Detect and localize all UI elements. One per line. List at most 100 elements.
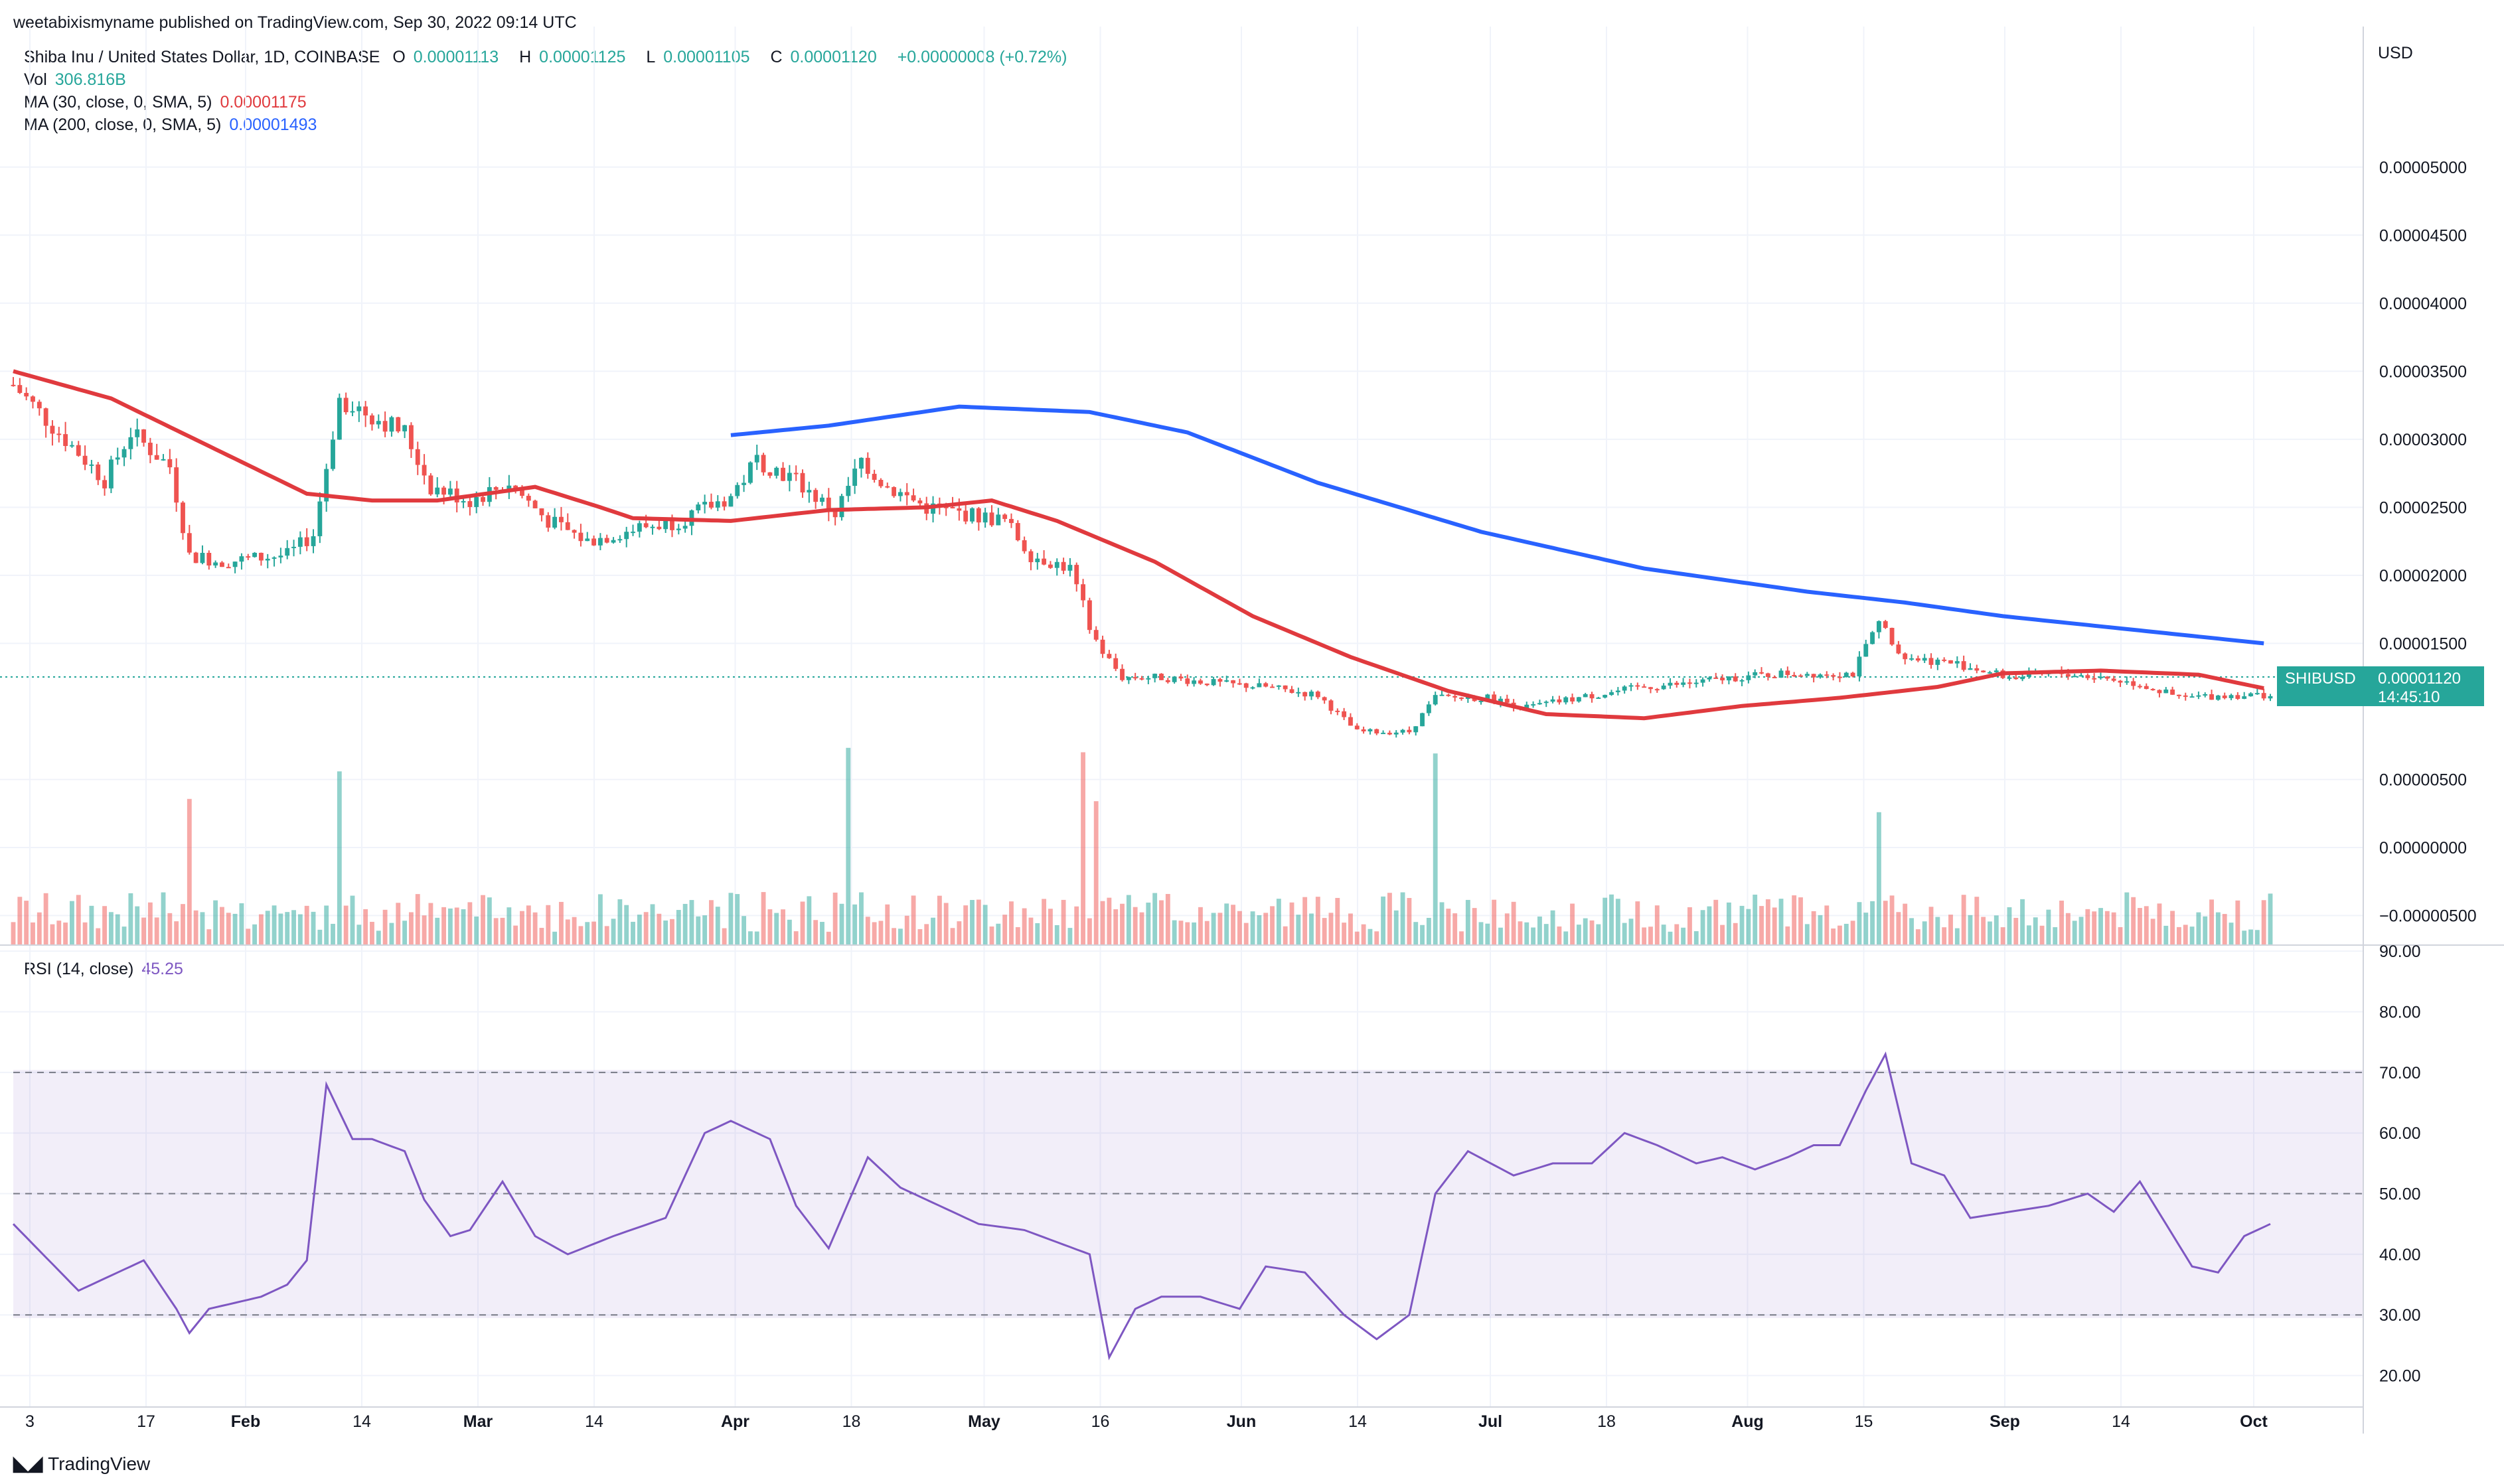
volume-bar <box>1048 909 1053 945</box>
candle-body <box>781 467 785 481</box>
candle-body <box>11 384 16 386</box>
candle-body <box>1165 680 1170 682</box>
candle-body <box>1681 682 1686 685</box>
candle-body <box>1067 565 1073 571</box>
volume-bar <box>2261 900 2266 945</box>
candle-body <box>1804 674 1810 676</box>
volume-bar <box>2131 897 2136 945</box>
time-tick-label: Feb <box>231 1412 260 1431</box>
candle-body <box>63 434 68 446</box>
rsi-axis-ticks[interactable]: 90.00 80.00 70.00 60.00 50.00 40.00 30.00 20.00 <box>2379 942 2421 1385</box>
rsi-line <box>12 1051 2271 1361</box>
volume-bar <box>957 921 962 945</box>
price-axis-ticks[interactable]: 0.00005000 0.00004500 0.00004000 0.00003500… <box>2379 159 2477 926</box>
volume-bar <box>1498 927 1503 945</box>
candle-body <box>643 523 649 528</box>
volume-bar <box>943 903 949 945</box>
candle-body <box>1283 685 1288 690</box>
candle-body <box>989 512 994 526</box>
volume-bar <box>1994 915 1999 945</box>
volume-bar <box>43 893 48 945</box>
volume-bar <box>1368 928 1373 945</box>
candle-body <box>239 556 244 562</box>
volume-bar <box>1093 801 1099 945</box>
volume-bar <box>350 895 355 945</box>
volume-bar <box>2163 925 2169 945</box>
vol-legend[interactable]: Vol 306.816B <box>24 70 134 90</box>
volume-bar <box>500 917 505 945</box>
volume-bar <box>128 893 133 945</box>
candle-body <box>402 425 408 431</box>
price-tick-label: 0.00003000 <box>2379 431 2467 449</box>
ma30-legend[interactable]: MA (30, close, 0, SMA, 5) 0.00001175 <box>24 93 315 112</box>
volume-bar <box>1413 922 1419 945</box>
candle-body <box>2176 694 2181 696</box>
volume-bar <box>2150 919 2155 945</box>
candle-body <box>1576 697 1581 702</box>
candle-body <box>2104 676 2110 679</box>
candle-body <box>1876 621 1881 632</box>
volume-bar <box>402 921 408 945</box>
volume-bar <box>1243 923 1249 945</box>
candle-body <box>2242 696 2247 699</box>
volume-bar <box>1668 931 1673 945</box>
candle-body <box>2072 676 2077 678</box>
candle-body <box>447 488 453 495</box>
volume-bar <box>422 915 427 945</box>
candle-body <box>1674 682 1680 685</box>
volume-bar <box>1603 897 1608 945</box>
volume-bar <box>487 897 492 945</box>
volume-bar <box>1915 929 1920 945</box>
candle-body <box>604 538 609 543</box>
tradingview-logo[interactable]: ◣◢ TradingView <box>13 1452 150 1475</box>
symbol-name[interactable]: Shiba Inu / United States Dollar, 1D, CO… <box>24 48 380 66</box>
volume-bar <box>1217 913 1223 945</box>
volume-bar <box>56 921 62 945</box>
candle-body <box>252 552 258 557</box>
price-tick-label: 0.00003500 <box>2379 362 2467 381</box>
volume-bar <box>709 900 714 945</box>
volume-bar <box>1681 927 1686 945</box>
volume-bar <box>820 922 824 945</box>
candle-body <box>676 528 681 530</box>
volume-bar <box>689 900 694 945</box>
candle-body <box>1994 670 1999 672</box>
candle-body <box>1889 628 1895 645</box>
volume-bar <box>702 915 708 945</box>
candle-body <box>2215 695 2221 700</box>
candle-body <box>826 497 831 512</box>
candle-body <box>742 482 747 485</box>
volume-bar <box>1054 925 1059 945</box>
volume-bar <box>147 902 153 945</box>
volume-bar <box>1172 920 1177 945</box>
volume-bar <box>1198 907 1203 945</box>
time-axis-ticks[interactable]: 3 17 Feb 14 Mar 14 Apr 18 May 16 Jun 14 Jul 18 Aug 15 Se… <box>25 1412 2268 1431</box>
candle-body <box>1726 676 1731 681</box>
volume-bar <box>526 905 531 945</box>
candle-body <box>128 437 133 449</box>
candle-body <box>1009 518 1014 524</box>
volume-bar <box>597 894 603 945</box>
candle-body <box>1354 725 1360 729</box>
volume-bar <box>258 914 264 945</box>
volume-bar <box>1315 897 1320 945</box>
candle-body <box>2229 695 2234 698</box>
candle-body <box>161 459 166 461</box>
candle-body <box>2085 675 2090 678</box>
volume-bar <box>1818 915 1823 945</box>
volume-bar <box>1348 913 1353 945</box>
volume-bar <box>1250 911 1255 945</box>
price-tick-label: 0.00004500 <box>2379 226 2467 245</box>
volume-bar <box>70 901 74 945</box>
candle-body <box>1146 678 1151 680</box>
candle-body <box>422 465 427 476</box>
ma200-legend[interactable]: MA (200, close, 0, SMA, 5) 0.00001493 <box>24 115 325 135</box>
candle-body <box>1863 644 1869 657</box>
volume-bar <box>1204 921 1210 945</box>
rsi-legend[interactable]: RSI (14, close) 45.25 <box>24 960 191 979</box>
volume-bar <box>1596 924 1601 945</box>
volume-bar <box>1961 895 1966 945</box>
candle-body <box>682 526 688 529</box>
candle-body <box>1257 683 1262 688</box>
